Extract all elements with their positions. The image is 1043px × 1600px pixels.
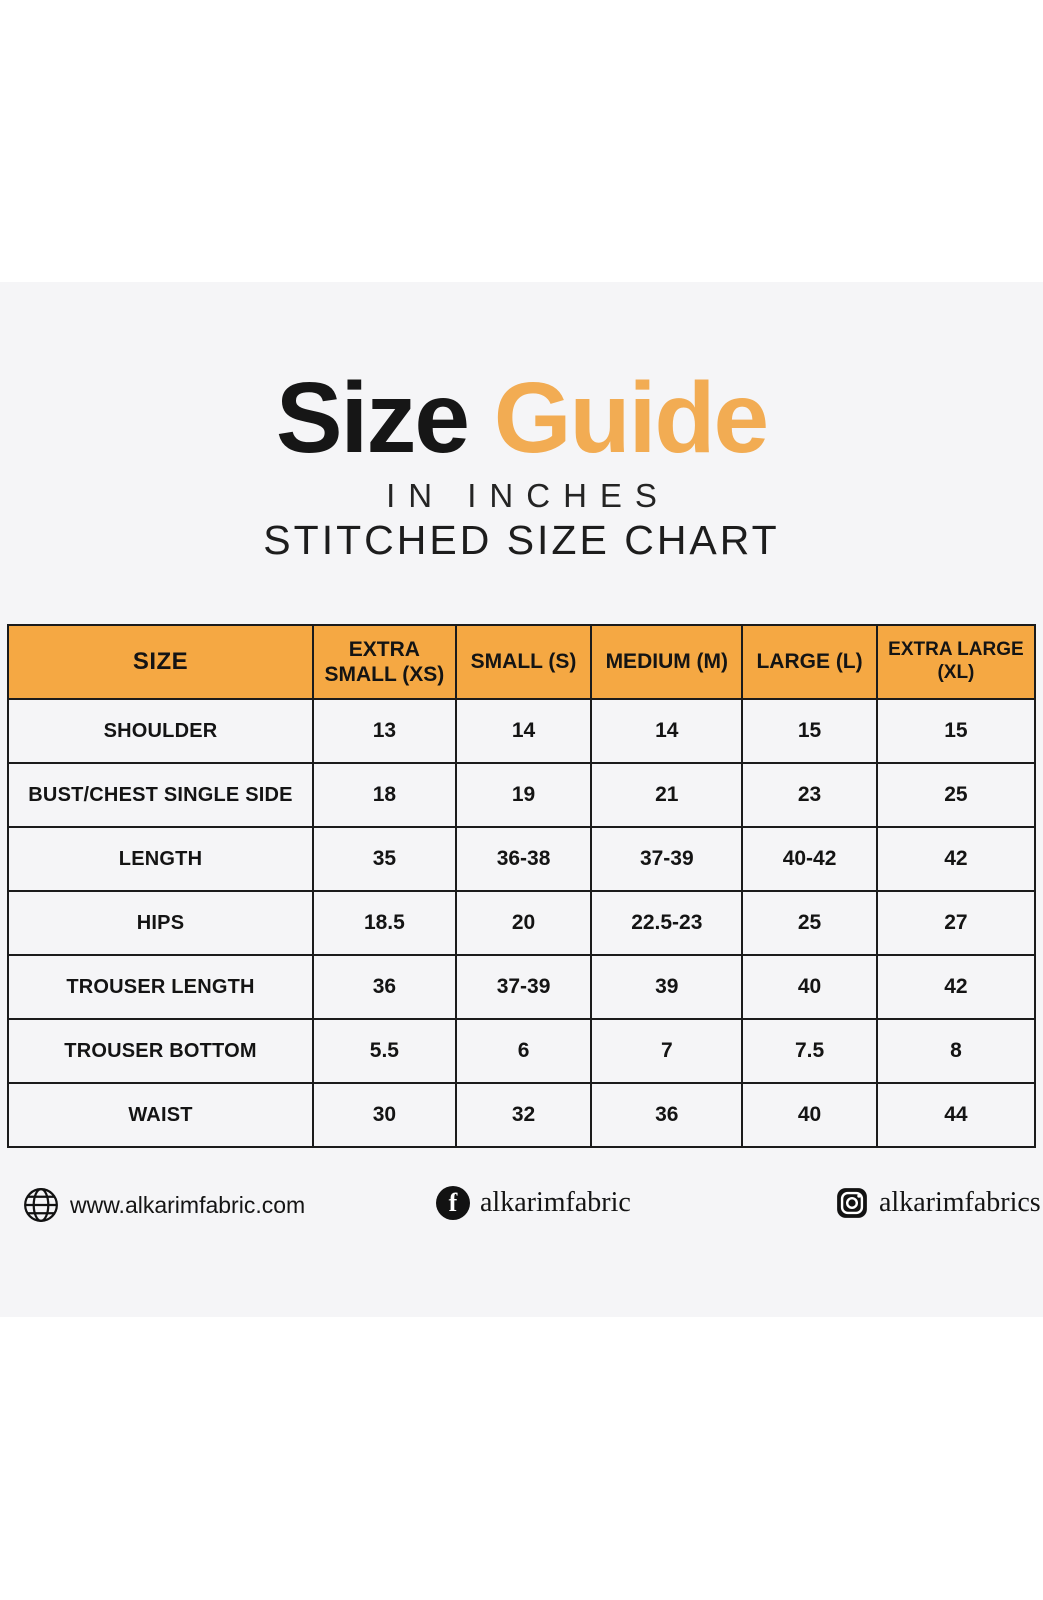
size-value: 39	[590, 954, 744, 1020]
facebook-item: f alkarimfabric	[436, 1186, 631, 1220]
size-value: 32	[454, 1082, 593, 1148]
size-value: 40	[741, 954, 878, 1020]
size-value: 14	[454, 698, 593, 764]
size-value: 8	[875, 1018, 1037, 1084]
row-label: WAIST	[6, 1082, 315, 1148]
subtitle-stitched-size-chart: STITCHED SIZE CHART	[263, 517, 780, 563]
size-value: 37-39	[454, 954, 593, 1020]
column-header-size: SIZE	[6, 624, 315, 700]
size-value: 22.5-23	[590, 890, 744, 956]
facebook-handle: alkarimfabric	[480, 1187, 631, 1218]
size-value: 14	[590, 698, 744, 764]
title-word-guide: Guide	[493, 362, 769, 474]
size-value: 44	[875, 1082, 1037, 1148]
size-value: 15	[875, 698, 1037, 764]
table-row-bust: BUST/CHEST SINGLE SIDE 18 19 21 23 25	[6, 762, 1037, 828]
column-header-s: SMALL (S)	[454, 624, 593, 700]
size-value: 7	[590, 1018, 744, 1084]
column-header-m: MEDIUM (M)	[590, 624, 744, 700]
size-value: 23	[741, 762, 878, 828]
table-row-trouser-bottom: TROUSER BOTTOM 5.5 6 7 7.5 8	[6, 1018, 1037, 1084]
row-label: LENGTH	[6, 826, 315, 892]
size-value: 27	[875, 890, 1037, 956]
row-label: TROUSER LENGTH	[6, 954, 315, 1020]
size-value: 18	[312, 762, 457, 828]
row-label: HIPS	[6, 890, 315, 956]
size-value: 25	[741, 890, 878, 956]
header-row: SIZE EXTRA SMALL (XS) SMALL (S) MEDIUM (…	[6, 624, 1037, 700]
size-value: 36	[312, 954, 457, 1020]
size-value: 30	[312, 1082, 457, 1148]
size-value: 25	[875, 762, 1037, 828]
footer: www.alkarimfabric.com f alkarimfabric al…	[0, 1186, 1043, 1230]
column-header-xs: EXTRA SMALL (XS)	[312, 624, 457, 700]
instagram-handle: alkarimfabrics	[879, 1187, 1041, 1218]
website-url: www.alkarimfabric.com	[70, 1191, 306, 1218]
globe-icon	[22, 1186, 60, 1224]
size-value: 6	[454, 1018, 593, 1084]
row-label: SHOULDER	[6, 698, 315, 764]
table-row-shoulder: SHOULDER 13 14 14 15 15	[6, 698, 1037, 764]
size-value: 21	[590, 762, 744, 828]
size-chart-table: SIZE EXTRA SMALL (XS) SMALL (S) MEDIUM (…	[6, 624, 1037, 1148]
page-title: Size Guide	[0, 368, 1043, 468]
table-row-length: LENGTH 35 36-38 37-39 40-42 42	[6, 826, 1037, 892]
column-header-xl: EXTRA LARGE (XL)	[875, 624, 1037, 700]
website-item: www.alkarimfabric.com	[22, 1186, 305, 1224]
table-row-waist: WAIST 30 32 36 40 44	[6, 1082, 1037, 1148]
row-label: BUST/CHEST SINGLE SIDE	[6, 762, 315, 828]
size-value: 18.5	[312, 890, 457, 956]
size-value: 42	[875, 826, 1037, 892]
row-label: TROUSER BOTTOM	[6, 1018, 315, 1084]
size-value: 7.5	[741, 1018, 878, 1084]
size-value: 36-38	[454, 826, 593, 892]
title-word-size: Size	[275, 362, 470, 474]
size-value: 19	[454, 762, 593, 828]
instagram-item: alkarimfabrics	[835, 1186, 1041, 1220]
table-row-trouser-length: TROUSER LENGTH 36 37-39 39 40 42	[6, 954, 1037, 1020]
size-value: 13	[312, 698, 457, 764]
size-value: 36	[590, 1082, 744, 1148]
title-text: Size Guide	[275, 362, 769, 474]
facebook-icon: f	[436, 1186, 470, 1220]
subtitle-in-inches: IN INCHES	[386, 477, 670, 514]
size-value: 42	[875, 954, 1037, 1020]
size-value: 35	[312, 826, 457, 892]
size-value: 40	[741, 1082, 878, 1148]
size-value: 20	[454, 890, 593, 956]
size-value: 15	[741, 698, 878, 764]
size-value: 5.5	[312, 1018, 457, 1084]
table-row-hips: HIPS 18.5 20 22.5-23 25 27	[6, 890, 1037, 956]
size-value: 37-39	[590, 826, 744, 892]
instagram-icon	[835, 1186, 869, 1220]
size-value: 40-42	[741, 826, 878, 892]
column-header-l: LARGE (L)	[741, 624, 878, 700]
